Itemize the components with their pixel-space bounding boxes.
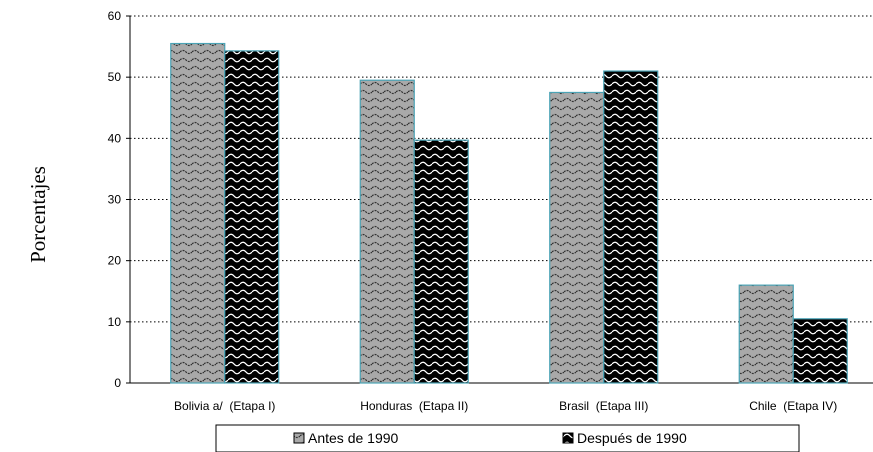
bar (224, 50, 280, 384)
bar (792, 318, 848, 384)
y-tick-label: 10 (108, 315, 122, 329)
bar (549, 91, 605, 384)
labels: 0 10 20 30 40 50 60 Bolivia a/ (Etapa I) Hondura… (108, 9, 838, 413)
y-tick-label: 40 (108, 131, 122, 145)
y-tick-label: 30 (108, 193, 122, 207)
y-tick-label: 60 (108, 9, 122, 23)
bar (170, 42, 226, 384)
x-category-label: Honduras (Etapa II) (360, 399, 468, 413)
y-tick-label: 50 (108, 70, 122, 84)
bar (603, 70, 659, 384)
x-category-label: Brasil (Etapa III) (559, 399, 648, 413)
y-axis-title: Porcentajes (26, 166, 50, 263)
bar (359, 79, 415, 384)
legend-box (215, 424, 800, 452)
legend-label: Antes de 1990 (308, 430, 399, 446)
y-tick-label: 20 (108, 254, 122, 268)
legend-swatch (562, 432, 574, 444)
legend: Antes de 1990 Después de 1990 (215, 424, 800, 452)
bars (170, 42, 848, 384)
y-tick-label: 0 (114, 376, 121, 390)
legend-label: Después de 1990 (577, 430, 687, 446)
legend-swatch (293, 432, 305, 444)
bar (413, 139, 469, 384)
x-category-label: Chile (Etapa IV) (749, 399, 837, 413)
bar (738, 284, 794, 384)
x-category-label: Bolivia a/ (Etapa I) (174, 399, 275, 413)
